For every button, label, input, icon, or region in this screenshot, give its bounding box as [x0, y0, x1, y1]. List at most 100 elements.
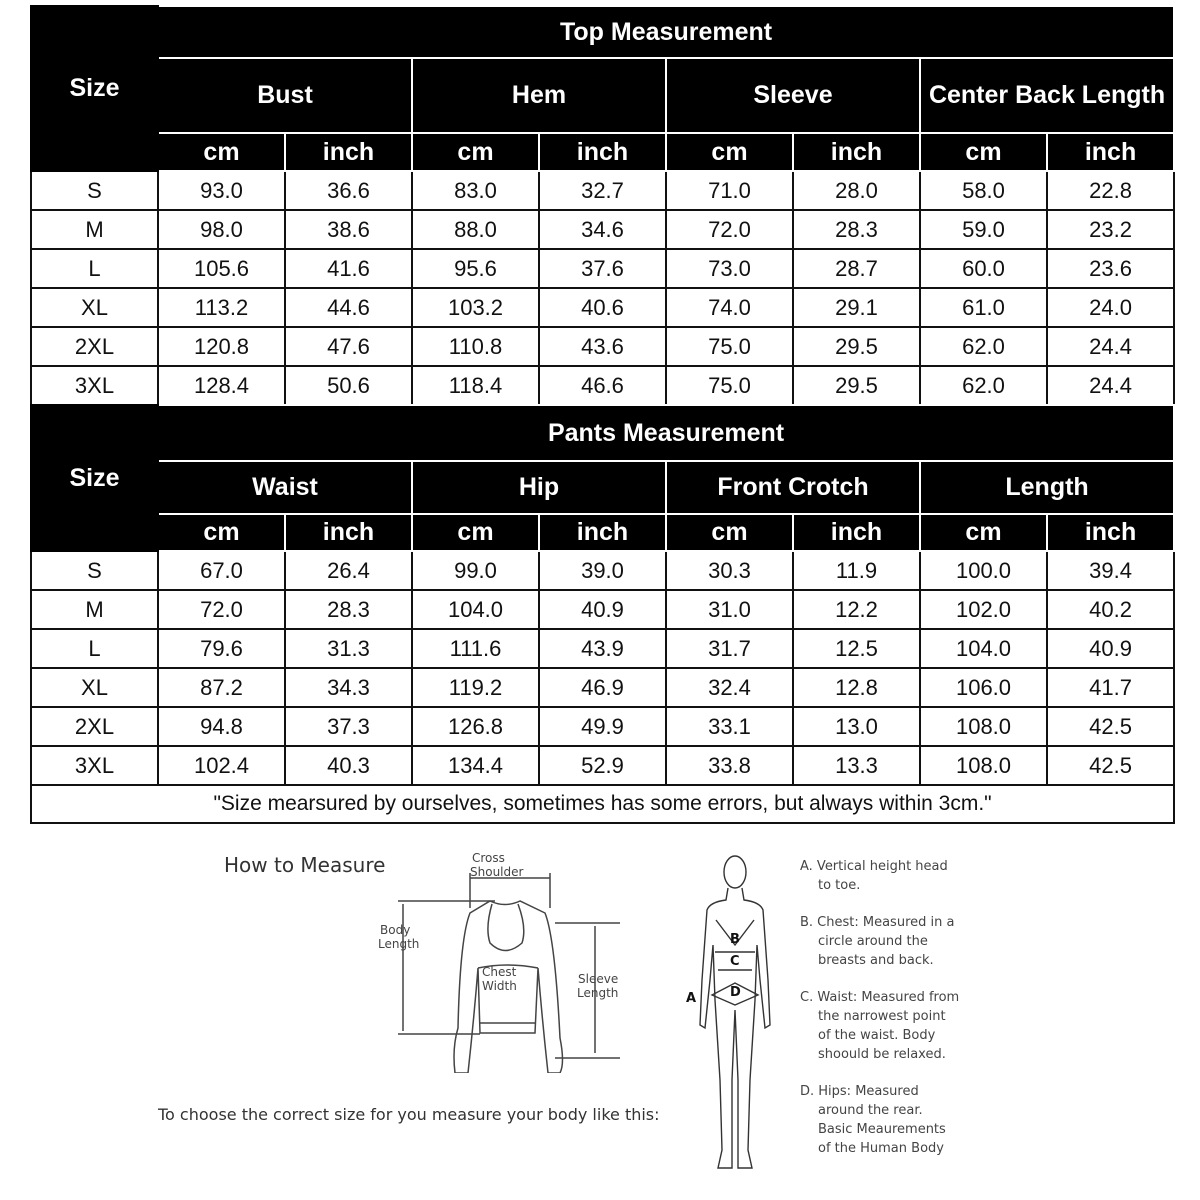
value-cell: 118.4	[411, 365, 540, 406]
value-cell: 28.3	[792, 209, 921, 250]
value-cell: 29.1	[792, 287, 921, 328]
value-cell: 31.0	[665, 589, 794, 630]
value-cell: 110.8	[411, 326, 540, 367]
value-cell: 126.8	[411, 706, 540, 747]
value-cell: 94.8	[157, 706, 286, 747]
value-cell: 102.4	[157, 745, 286, 786]
shirt-diagram: Cross Shoulder Body Length Chest Width Slee…	[378, 851, 620, 1073]
sleeve-length-label: Sleeve Length	[577, 972, 618, 1000]
body-figure-diagram: B C D A	[686, 855, 771, 1169]
value-cell: 49.9	[538, 706, 667, 747]
value-cell: 62.0	[919, 365, 1048, 406]
value-cell: 40.2	[1045, 589, 1176, 630]
size-header: Size	[30, 404, 159, 552]
value-cell: 46.9	[538, 667, 667, 708]
unit-header: inch	[1045, 513, 1176, 552]
unit-header: inch	[792, 132, 921, 172]
group-header: Length	[918, 460, 1176, 515]
value-cell: 60.0	[919, 248, 1048, 289]
value-cell: 88.0	[411, 209, 540, 250]
value-cell: 42.5	[1045, 706, 1176, 747]
note-b: B. Chest: Measured in a circle around th…	[800, 915, 955, 968]
size-cell: M	[30, 589, 159, 630]
value-cell: 111.6	[411, 628, 540, 669]
value-cell: 40.9	[538, 589, 667, 630]
value-cell: 26.4	[284, 550, 413, 591]
table-row: 3XL 102.4 40.3 134.4 52.9 33.8 13.3 108.0 42.5	[30, 745, 1176, 786]
size-cell: 3XL	[30, 745, 159, 786]
value-cell: 47.6	[284, 326, 413, 367]
value-cell: 104.0	[919, 628, 1048, 669]
value-cell: 13.3	[792, 745, 921, 786]
value-cell: 100.0	[919, 550, 1048, 591]
value-cell: 61.0	[919, 287, 1048, 328]
unit-header: cm	[157, 513, 286, 552]
table-row: XL 87.2 34.3 119.2 46.9 32.4 12.8 106.0 41.7	[30, 667, 1176, 708]
table-row: 3XL 128.4 50.6 118.4 46.6 75.0 29.5 62.0 24.4	[30, 365, 1176, 406]
size-cell: L	[30, 248, 159, 289]
unit-header: inch	[284, 132, 413, 172]
size-cell: XL	[30, 287, 159, 328]
group-header: Sleeve	[665, 57, 921, 134]
note-c: C. Waist: Measured from the narrowest po…	[800, 990, 960, 1062]
value-cell: 28.7	[792, 248, 921, 289]
value-cell: 44.6	[284, 287, 413, 328]
pants-measurement-table: Size Pants Measurement Waist Hip Front Crotc…	[29, 404, 1176, 824]
value-cell: 73.0	[665, 248, 794, 289]
size-header: Size	[30, 5, 159, 172]
unit-header: cm	[919, 132, 1048, 172]
value-cell: 28.3	[284, 589, 413, 630]
value-cell: 11.9	[792, 550, 921, 591]
table-row: XL 113.2 44.6 103.2 40.6 74.0 29.1 61.0 24.0	[30, 287, 1176, 328]
group-header: Waist	[157, 460, 413, 515]
value-cell: 83.0	[411, 170, 540, 211]
value-cell: 38.6	[284, 209, 413, 250]
value-cell: 119.2	[411, 667, 540, 708]
value-cell: 24.4	[1045, 365, 1176, 406]
label-c: C	[730, 954, 740, 969]
value-cell: 31.3	[284, 628, 413, 669]
value-cell: 33.1	[665, 706, 794, 747]
value-cell: 52.9	[538, 745, 667, 786]
group-header: Hip	[411, 460, 667, 515]
value-cell: 106.0	[919, 667, 1048, 708]
value-cell: 29.5	[792, 326, 921, 367]
value-cell: 113.2	[157, 287, 286, 328]
table-row: 2XL 120.8 47.6 110.8 43.6 75.0 29.5 62.0 24.4	[30, 326, 1176, 367]
value-cell: 105.6	[157, 248, 286, 289]
value-cell: 23.2	[1045, 209, 1176, 250]
value-cell: 87.2	[157, 667, 286, 708]
disclaimer-note: "Size mearsured by ourselves, sometimes …	[29, 784, 1176, 824]
value-cell: 34.3	[284, 667, 413, 708]
group-header: Hem	[411, 57, 667, 134]
unit-header: inch	[284, 513, 413, 552]
value-cell: 71.0	[665, 170, 794, 211]
table-row: 2XL 94.8 37.3 126.8 49.9 33.1 13.0 108.0 42.5	[30, 706, 1176, 747]
measurement-notes: A. Vertical height head to toe. B. Chest…	[800, 857, 960, 1176]
unit-header: cm	[665, 513, 794, 552]
instruction-text: To choose the correct size for you measu…	[158, 1105, 660, 1124]
value-cell: 29.5	[792, 365, 921, 406]
value-cell: 59.0	[919, 209, 1048, 250]
table-row: M 72.0 28.3 104.0 40.9 31.0 12.2 102.0 40.2	[30, 589, 1176, 630]
group-header: Bust	[157, 57, 413, 134]
size-cell: XL	[30, 667, 159, 708]
value-cell: 102.0	[919, 589, 1048, 630]
body-length-label: Body Length	[378, 923, 419, 951]
label-a: A	[686, 991, 696, 1006]
value-cell: 32.7	[538, 170, 667, 211]
size-cell: 2XL	[30, 706, 159, 747]
size-cell: S	[30, 170, 159, 211]
value-cell: 108.0	[919, 706, 1048, 747]
table-row: M 98.0 38.6 88.0 34.6 72.0 28.3 59.0 23.2	[30, 209, 1176, 250]
unit-header: cm	[411, 513, 540, 552]
value-cell: 120.8	[157, 326, 286, 367]
table-row: L 79.6 31.3 111.6 43.9 31.7 12.5 104.0 40.9	[30, 628, 1176, 669]
group-header: Center Back Length	[918, 57, 1176, 134]
value-cell: 72.0	[157, 589, 286, 630]
table-row: S 93.0 36.6 83.0 32.7 71.0 28.0 58.0 22.8	[30, 170, 1176, 211]
table-row: L 105.6 41.6 95.6 37.6 73.0 28.7 60.0 23.6	[30, 248, 1176, 289]
unit-header: inch	[792, 513, 921, 552]
size-cell: M	[30, 209, 159, 250]
value-cell: 39.0	[538, 550, 667, 591]
